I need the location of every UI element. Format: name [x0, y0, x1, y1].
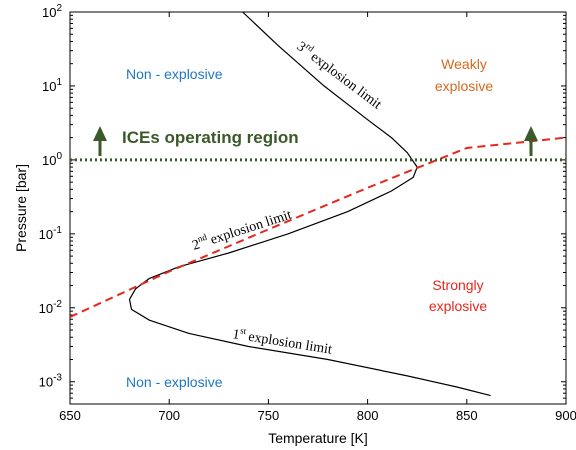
- plot-area-frame: [69, 11, 567, 405]
- weakly-explosive-label-line2: explosive: [435, 78, 494, 94]
- non-explosive-bottom-label: Non - explosive: [126, 374, 223, 390]
- axis-ticks: 650 700 750 800 850 900 10-3 10-2 10-1 100 101 102: [39, 3, 576, 423]
- explosion-limit-curve: [128, 11, 491, 397]
- strongly-weakly-boundary-dashed-line: [69, 136, 567, 318]
- y-tick-label: 100: [42, 151, 62, 168]
- strongly-explosive-label-line2: explosive: [429, 298, 488, 314]
- ices-operating-region-label: ICEs operating region: [122, 128, 299, 147]
- x-tick-label: 750: [258, 408, 280, 423]
- ices-arrow-left: [93, 126, 107, 156]
- series-group: [69, 11, 567, 397]
- x-tick-label: 850: [456, 408, 478, 423]
- y-tick-label: 101: [42, 77, 62, 94]
- y-tick-label: 10-3: [39, 373, 63, 390]
- x-axis-label: Temperature [K]: [268, 430, 368, 446]
- x-tick-label: 900: [555, 408, 576, 423]
- x-tick-label: 800: [357, 408, 379, 423]
- y-tick-label: 10-1: [39, 225, 63, 242]
- y-tick-label: 102: [42, 3, 62, 20]
- y-axis-label: Pressure [bar]: [13, 164, 29, 252]
- x-tick-label: 650: [59, 408, 81, 423]
- strongly-explosive-label-line1: Strongly: [432, 277, 483, 293]
- third-explosion-limit-label: 3rdexplosion limit: [294, 37, 386, 113]
- weakly-explosive-label-line1: Weakly: [441, 56, 487, 72]
- y-tick-label: 10-2: [39, 299, 63, 316]
- non-explosive-top-label: Non - explosive: [126, 66, 223, 82]
- second-explosion-limit-label: 2ndexplosion limit: [190, 205, 294, 254]
- x-tick-label: 700: [158, 408, 180, 423]
- ices-arrow-right: [524, 126, 538, 156]
